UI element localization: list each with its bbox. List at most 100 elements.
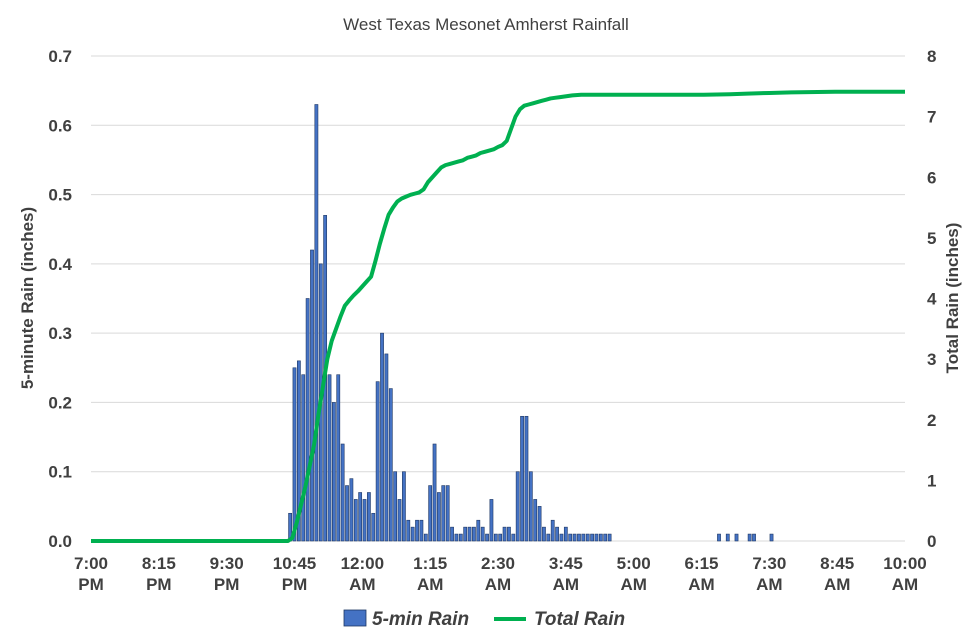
- bar-5-min-rain: [332, 402, 336, 542]
- bar-5-min-rain: [292, 367, 297, 542]
- right-tick-label: 6: [927, 168, 936, 187]
- bar-5-min-rain: [563, 526, 568, 542]
- x-tick-label: 2:30 AM: [481, 554, 515, 594]
- bar-5-min-rain: [598, 533, 603, 542]
- bar-5-min-rain: [336, 374, 341, 542]
- bar-5-min-rain: [301, 374, 306, 542]
- x-tick-label: 6:15 AM: [684, 554, 718, 594]
- right-tick-label: 1: [927, 471, 936, 490]
- bar-5-min-rain: [498, 533, 503, 542]
- right-tick-label: 4: [927, 290, 937, 309]
- bar-5-min-rain: [467, 526, 472, 542]
- bar-5-min-rain: [441, 485, 446, 542]
- bar-5-min-rain: [559, 533, 564, 542]
- bar-5-min-rain: [725, 533, 730, 542]
- bar-5-min-rain: [752, 533, 756, 542]
- bar-5-min-rain: [402, 471, 406, 542]
- gridlines: [91, 55, 905, 542]
- bar-series-5-min-rain: [288, 104, 774, 542]
- bar-5-min-rain: [353, 499, 358, 542]
- x-tick-label: 9:30 PM: [210, 554, 244, 594]
- x-axis-ticks: 7:00 PM 8:15 PM 9:30 PM 10:45 PM 12:00 AM 1:15 AM 2:…: [74, 554, 927, 594]
- bar-5-min-rain: [734, 533, 739, 542]
- bar-5-min-rain: [515, 471, 520, 542]
- x-tick-label: 3:45 AM: [549, 554, 583, 594]
- bar-5-min-rain: [340, 443, 345, 542]
- bar-5-min-rain: [423, 533, 428, 542]
- chart-title: West Texas Mesonet Amherst Rainfall: [343, 15, 629, 34]
- bar-5-min-rain: [410, 526, 415, 542]
- bar-5-min-rain: [419, 519, 424, 542]
- right-tick-label: 2: [927, 411, 936, 430]
- left-tick-label: 0.6: [48, 116, 72, 135]
- bar-5-min-rain: [472, 526, 476, 542]
- bar-5-min-rain: [327, 374, 332, 542]
- bar-5-min-rain: [489, 499, 494, 542]
- bar-5-min-rain: [310, 249, 314, 542]
- bar-5-min-rain: [603, 533, 608, 542]
- legend-label-5-min-rain: 5-min Rain: [372, 609, 469, 630]
- bar-5-min-rain: [594, 533, 599, 542]
- x-tick-label: 8:15 PM: [142, 554, 176, 594]
- left-tick-label: 0.7: [48, 47, 72, 66]
- bar-5-min-rain: [437, 492, 441, 542]
- bar-5-min-rain: [769, 533, 774, 542]
- bar-5-min-rain: [572, 533, 577, 542]
- bar-5-min-rain: [450, 526, 454, 542]
- bar-5-min-rain: [581, 533, 586, 542]
- bar-5-min-rain: [533, 499, 538, 542]
- x-tick-label: 10:00 AM: [883, 554, 926, 594]
- bar-5-min-rain: [520, 415, 524, 542]
- left-axis-ticks: 0.0 0.1 0.2 0.3 0.4 0.5 0.6 0.7: [48, 47, 72, 551]
- bar-5-min-rain: [345, 485, 349, 542]
- legend: 5-min Rain Total Rain: [343, 609, 625, 630]
- bar-5-min-rain: [546, 533, 551, 542]
- bar-5-min-rain: [537, 506, 542, 542]
- bar-5-min-rain: [297, 360, 301, 542]
- bar-5-min-rain: [568, 533, 573, 542]
- line-total-rain: [91, 89, 905, 543]
- bar-5-min-rain: [542, 526, 546, 542]
- bar-5-min-rain: [349, 478, 354, 542]
- bar-5-min-rain: [371, 512, 376, 542]
- bar-5-min-rain: [428, 485, 433, 542]
- bar-5-min-rain: [397, 499, 402, 542]
- bar-5-min-rain: [358, 492, 363, 542]
- legend-swatch-5-min-rain: [343, 609, 367, 627]
- left-tick-label: 0.3: [48, 324, 72, 343]
- x-tick-label: 10:45 PM: [273, 554, 316, 594]
- x-tick-label: 1:15 AM: [413, 554, 447, 594]
- bar-5-min-rain: [590, 533, 594, 542]
- bar-5-min-rain: [717, 533, 721, 542]
- right-axis-title: Total Rain (inches): [943, 223, 962, 374]
- left-tick-label: 0.1: [48, 463, 72, 482]
- left-tick-label: 0.5: [48, 186, 72, 205]
- bar-5-min-rain: [367, 492, 371, 542]
- x-tick-label: 7:30 AM: [752, 554, 786, 594]
- bar-5-min-rain: [485, 533, 489, 542]
- bar-5-min-rain: [432, 443, 437, 542]
- bar-5-min-rain: [388, 388, 393, 542]
- bar-5-min-rain: [555, 526, 559, 542]
- left-tick-label: 0.4: [48, 255, 72, 274]
- left-tick-label: 0.2: [48, 393, 72, 412]
- bar-5-min-rain: [607, 533, 612, 542]
- bar-5-min-rain: [445, 485, 450, 542]
- bar-5-min-rain: [502, 526, 507, 542]
- bar-5-min-rain: [747, 533, 752, 542]
- bar-5-min-rain: [458, 533, 463, 542]
- x-tick-label: 12:00 AM: [341, 554, 384, 594]
- legend-label-total-rain: Total Rain: [534, 609, 625, 630]
- bar-5-min-rain: [362, 499, 367, 542]
- x-tick-label: 5:00 AM: [617, 554, 651, 594]
- right-tick-label: 0: [927, 532, 936, 551]
- bar-5-min-rain: [577, 533, 581, 542]
- left-axis-title: 5-minute Rain (inches): [18, 207, 37, 389]
- bar-5-min-rain: [314, 104, 319, 542]
- line-series-total-rain: [91, 89, 905, 543]
- bar-5-min-rain: [406, 519, 411, 542]
- bar-5-min-rain: [384, 353, 389, 542]
- bar-5-min-rain: [393, 471, 398, 542]
- right-axis-ticks: 0 1 2 3 4 5 6 7 8: [927, 47, 937, 551]
